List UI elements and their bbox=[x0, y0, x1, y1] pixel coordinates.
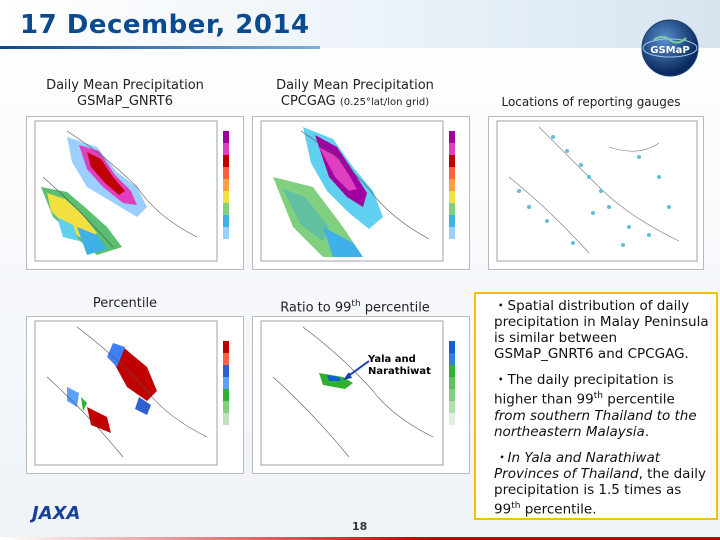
annotation-line1: Yala and bbox=[368, 354, 416, 365]
note-2-a: ・The daily precipitation is higher than … bbox=[494, 372, 674, 408]
map-ratio bbox=[260, 320, 455, 466]
notes-box: ・Spatial distribution of daily precipita… bbox=[474, 292, 718, 520]
footer-accent-line bbox=[0, 537, 720, 540]
caption-cpcgag-grid: (0.25°lat/lon grid) bbox=[339, 97, 430, 108]
note-2-sup: th bbox=[593, 391, 603, 401]
caption-gsmap-line2: GSMaP_GNRT6 bbox=[77, 94, 173, 109]
caption-cpcgag-line1: Daily Mean Precipitation bbox=[276, 78, 434, 93]
caption-cpcgag-line2: CPCGAG bbox=[280, 94, 336, 109]
map-gsmap bbox=[34, 120, 229, 262]
note-2-c: from southern Thailand to the northeaste… bbox=[494, 407, 697, 440]
map-ratio-panel bbox=[252, 316, 470, 474]
caption-ratio-post: percentile bbox=[360, 300, 430, 316]
title-underline bbox=[0, 46, 320, 49]
caption-percentile: Percentile bbox=[92, 296, 158, 311]
caption-gsmap-line1: Daily Mean Precipitation bbox=[46, 78, 204, 93]
caption-gauges: Locations of reporting gauges bbox=[501, 95, 681, 109]
map-cpcgag-panel bbox=[252, 116, 470, 270]
note-2: ・The daily precipitation is higher than … bbox=[494, 372, 710, 440]
caption-gsmap: Daily Mean Precipitation GSMaP_GNRT6 bbox=[20, 78, 230, 110]
note-3-sup: th bbox=[511, 500, 521, 511]
gsmap-logo-text: GSMaP bbox=[650, 45, 689, 56]
annotation-line2: Narathiwat bbox=[368, 366, 431, 377]
caption-ratio-sup: th bbox=[351, 299, 361, 309]
caption-ratio: Ratio to 99th percentile bbox=[250, 296, 460, 316]
map-percentile bbox=[34, 320, 229, 466]
map-cpcgag bbox=[260, 120, 455, 262]
slide-title: 17 December, 2014 bbox=[20, 10, 310, 40]
map-gauges bbox=[496, 120, 698, 262]
gsmap-globe-icon: GSMaP bbox=[641, 19, 699, 77]
note-1: ・Spatial distribution of daily precipita… bbox=[494, 298, 709, 362]
title-bar bbox=[0, 0, 720, 48]
caption-cpcgag: Daily Mean Precipitation CPCGAG (0.25°la… bbox=[250, 78, 460, 111]
note-2-d: . bbox=[644, 423, 650, 440]
caption-ratio-pre: Ratio to 99 bbox=[280, 300, 352, 316]
note-3-b: , the daily precipitation is 1.5 times a… bbox=[494, 465, 706, 517]
note-3: ・In Yala and Narathiwat Provinces of Tha… bbox=[494, 450, 710, 518]
note-3-c: percentile. bbox=[520, 501, 597, 517]
jaxa-logo-text: JAXA bbox=[30, 503, 80, 524]
map-percentile-panel bbox=[26, 316, 244, 474]
jaxa-logo-icon: JAXA bbox=[30, 503, 80, 524]
page-number: 18 bbox=[352, 520, 368, 533]
note-3-a: ・In Yala and Narathiwat Provinces of Tha… bbox=[494, 449, 661, 482]
note-2-b: percentile bbox=[602, 391, 675, 408]
map-gauges-panel bbox=[488, 116, 704, 270]
map-gsmap-panel bbox=[26, 116, 244, 270]
annotation-yala-narathiwat: Yala and Narathiwat bbox=[368, 354, 431, 378]
